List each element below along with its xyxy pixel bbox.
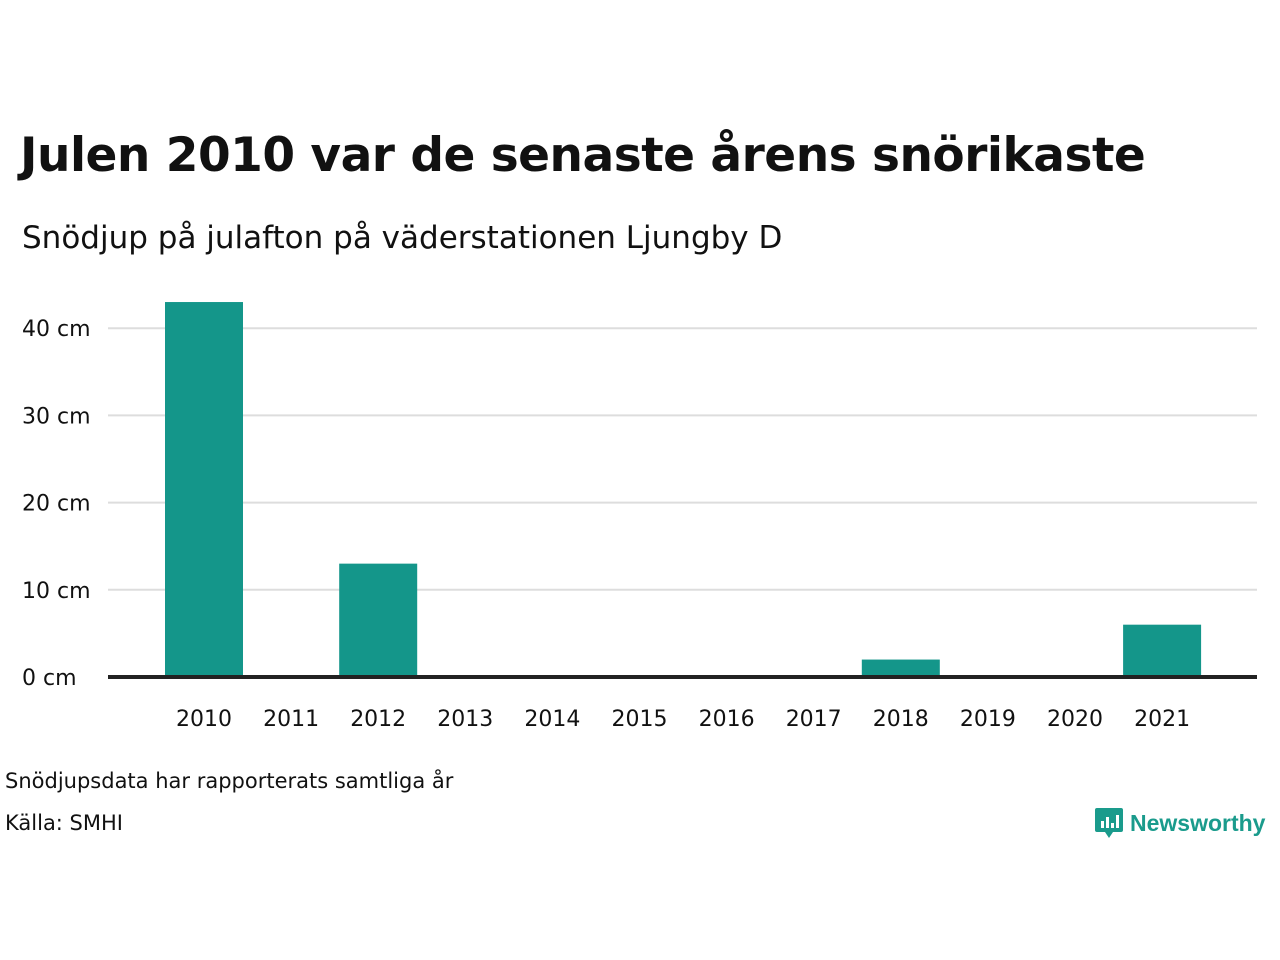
y-tick-label: 40 cm [22, 317, 91, 342]
x-tick-label: 2013 [437, 707, 493, 732]
bars [165, 302, 1202, 677]
newsworthy-logo-icon [1095, 808, 1123, 838]
bar-2018 [861, 659, 940, 677]
brand-name: Newsworthy [1130, 809, 1266, 836]
y-tick-label: 30 cm [22, 404, 91, 429]
x-tick-label: 2010 [176, 707, 232, 732]
x-axis-ticks: 2010 2011 2012 2013 2014 2015 2016 2017 2018 2019… [176, 707, 1190, 732]
x-tick-label: 2017 [786, 707, 842, 732]
x-tick-label: 2015 [612, 707, 668, 732]
bar-2010 [165, 302, 243, 677]
y-tick-label: 10 cm [22, 579, 91, 604]
grid-lines [108, 327, 1257, 591]
y-tick-label: 0 cm [22, 666, 77, 691]
x-tick-label: 2012 [350, 707, 406, 732]
x-tick-label: 2016 [699, 707, 755, 732]
footnote: Snödjupsdata har rapporterats samtliga å… [5, 769, 454, 793]
source-label: Källa: SMHI [5, 811, 123, 835]
bar-2021 [1123, 624, 1202, 677]
newsworthy-logo: Newsworthy [1094, 806, 1265, 840]
x-tick-label: 2019 [960, 707, 1016, 732]
x-tick-label: 2018 [873, 707, 929, 732]
x-tick-label: 2014 [524, 707, 580, 732]
y-tick-label: 20 cm [22, 492, 91, 517]
x-tick-label: 2020 [1047, 707, 1103, 732]
y-axis-ticks: 0 cm 10 cm 20 cm 30 cm 40 cm [22, 317, 91, 691]
bar-2012 [339, 563, 418, 677]
x-tick-label: 2021 [1134, 707, 1190, 732]
chart-subtitle: Snödjup på julafton på väderstationen Lj… [22, 220, 783, 256]
chart-title: Julen 2010 var de senaste årens snörikas… [20, 128, 1146, 183]
x-tick-label: 2011 [263, 707, 319, 732]
